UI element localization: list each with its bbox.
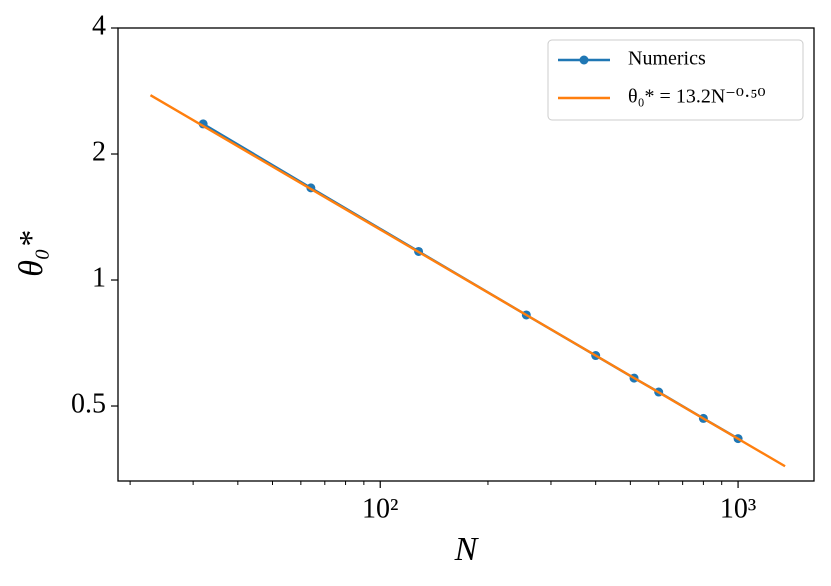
y-tick-label: 4 xyxy=(92,10,106,41)
legend-box xyxy=(547,39,804,121)
x-axis-title: N xyxy=(454,531,480,568)
legend-label: θ₀* = 13.2N⁻⁰·⁵⁰ xyxy=(628,86,766,108)
y-tick-label: 2 xyxy=(92,136,106,167)
x-tick-label: 10² xyxy=(362,493,398,524)
legend-marker xyxy=(579,55,589,65)
y-axis-title: θ₀* xyxy=(13,231,50,277)
legend-label: Numerics xyxy=(628,48,706,70)
series-line xyxy=(149,94,786,468)
y-tick-label: 1 xyxy=(92,262,106,293)
x-tick-label: 10³ xyxy=(720,493,756,524)
y-tick-label: 0.5 xyxy=(71,388,106,419)
plot-frame xyxy=(117,27,815,482)
